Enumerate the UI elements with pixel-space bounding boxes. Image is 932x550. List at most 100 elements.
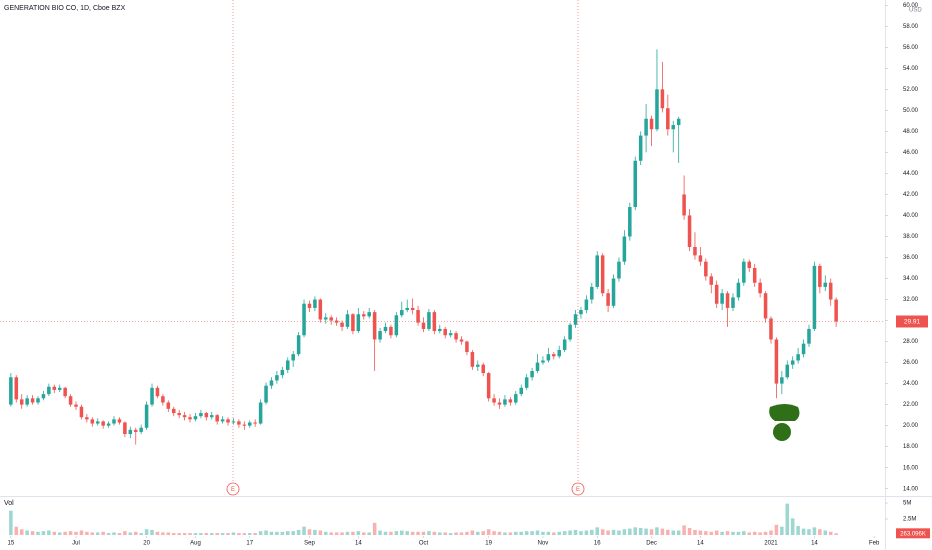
volume-bar xyxy=(438,532,442,535)
candle-body xyxy=(112,419,116,424)
volume-bar xyxy=(503,532,507,535)
candle-body xyxy=(324,317,328,320)
annotation-shape xyxy=(769,404,800,421)
candle-body xyxy=(133,429,138,432)
candle-body xyxy=(155,387,160,397)
candle-body xyxy=(617,261,621,279)
candle-body xyxy=(763,293,768,319)
volume-bar xyxy=(519,531,523,535)
last-price-tag xyxy=(896,315,928,328)
candle-body xyxy=(503,399,507,405)
candle-body xyxy=(171,408,176,414)
candle-body xyxy=(448,333,453,336)
volume-bar xyxy=(492,531,496,535)
volume-bar xyxy=(666,529,670,535)
volume-bar xyxy=(291,531,295,535)
volume-bar xyxy=(552,532,556,535)
candle-body xyxy=(57,387,62,390)
volume-bar xyxy=(644,528,648,535)
candle-body xyxy=(492,398,496,403)
volume-bar xyxy=(47,530,51,535)
x-tick-label: 19 xyxy=(485,541,492,547)
y-tick-label: 52.00 xyxy=(903,87,919,93)
y-tick-label: 18.00 xyxy=(903,444,919,450)
volume-bar xyxy=(351,531,355,535)
y-tick-label: 40.00 xyxy=(903,213,919,219)
candle-body xyxy=(785,364,790,378)
y2-tick-label: 2.5M xyxy=(903,517,916,523)
y-tick-label: 20.00 xyxy=(903,423,919,429)
volume-bar xyxy=(465,531,469,535)
candle-body xyxy=(606,293,610,306)
volume-bar xyxy=(828,531,833,535)
volume-bar xyxy=(704,531,708,535)
volume-bar xyxy=(742,531,746,535)
volume-bar xyxy=(237,533,241,535)
volume-bar xyxy=(486,529,491,535)
volume-bar xyxy=(383,531,388,535)
volume-bar xyxy=(763,531,768,535)
volume-bar xyxy=(85,531,89,535)
candle-body xyxy=(427,312,431,329)
volume-bar xyxy=(226,533,230,535)
candle-body xyxy=(622,236,627,262)
candle-body xyxy=(237,421,241,425)
candle-body xyxy=(291,354,295,361)
candle-body xyxy=(79,406,84,418)
x-tick-label: 20 xyxy=(143,541,150,547)
volume-bar xyxy=(541,531,545,535)
x-tick-label: 14 xyxy=(697,541,704,547)
event-label: E xyxy=(231,487,235,493)
volume-bar xyxy=(155,531,160,535)
volume-bar xyxy=(801,528,806,535)
volume-bar xyxy=(731,531,735,535)
candle-body xyxy=(95,421,100,424)
volume-bar xyxy=(231,532,236,535)
y-tick-label: 16.00 xyxy=(903,465,919,471)
y-tick-label: 44.00 xyxy=(903,171,919,177)
volume-bar xyxy=(57,532,62,535)
event-label: E xyxy=(576,487,580,493)
x-tick-label: 16 xyxy=(594,541,601,547)
volume-bar xyxy=(106,533,111,535)
volume-bar xyxy=(275,531,279,535)
volume-bar xyxy=(470,530,475,535)
volume-bar xyxy=(209,533,214,535)
candle-body xyxy=(790,360,795,365)
candle-body xyxy=(497,402,502,405)
volume-bar xyxy=(19,529,24,535)
y-tick-label: 26.00 xyxy=(903,360,919,366)
event-marker[interactable] xyxy=(226,482,240,496)
candle-body xyxy=(106,423,111,426)
candle-body xyxy=(215,415,219,422)
axes: 14.00 16.00 18.00 20.00 22.00 24.00 26.00 28.00… xyxy=(0,3,930,547)
volume-bar xyxy=(714,530,719,535)
event-marker[interactable] xyxy=(571,482,585,496)
volume-bar xyxy=(133,531,138,535)
candle-body xyxy=(275,375,279,381)
candle-body xyxy=(177,413,181,416)
candle-body xyxy=(74,404,78,407)
candle-body xyxy=(774,339,779,384)
volume-bar xyxy=(367,532,371,535)
volume-bar xyxy=(752,531,757,535)
volume-bar xyxy=(258,531,263,535)
volume-bar xyxy=(807,529,811,535)
volume-bar xyxy=(313,529,317,535)
x-tick-label: Jul xyxy=(72,541,80,547)
candle-body xyxy=(769,318,773,340)
candle-body xyxy=(378,331,382,340)
candle-body xyxy=(30,398,35,403)
candle-body xyxy=(367,312,371,317)
volume-bar xyxy=(834,533,838,535)
volume-title: Vol xyxy=(4,500,14,507)
volume-bar xyxy=(812,527,817,535)
candle-body xyxy=(264,385,268,403)
volume-bar xyxy=(389,531,393,535)
candle-body xyxy=(714,284,719,304)
volume-bar xyxy=(220,533,225,535)
candle-body xyxy=(9,377,13,405)
candle-body xyxy=(161,396,165,403)
volume-bar xyxy=(823,530,828,535)
